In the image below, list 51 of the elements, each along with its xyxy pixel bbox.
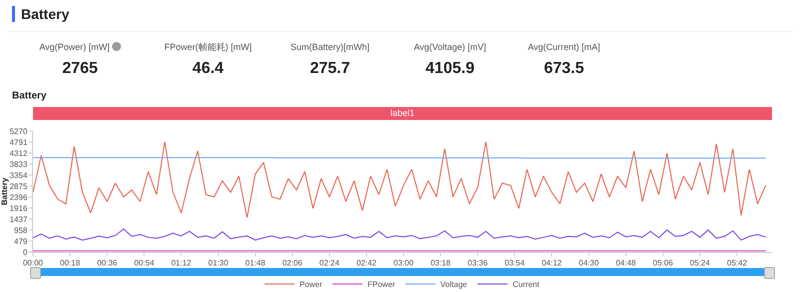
legend-label: FPower	[368, 280, 396, 290]
x-tick-label: 03:00	[394, 258, 414, 268]
x-tick-label: 03:18	[430, 258, 452, 268]
text: 2765	[61, 60, 99, 78]
x-tick-label: 03:54	[504, 258, 526, 268]
y-tick-label: 5270	[10, 126, 28, 136]
y-axis-title: Battery	[0, 177, 9, 206]
x-tick-label: 03:36	[468, 258, 488, 268]
chart-title: Battery	[12, 90, 47, 102]
y-tick-label: 4312	[10, 148, 28, 158]
text: Sum(Battery)[mWh]	[289, 41, 370, 53]
text: Battery	[12, 6, 70, 22]
x-tick-label: 02:06	[282, 258, 303, 268]
y-tick-label: 2396	[10, 192, 28, 202]
x-tick-label: 02:42	[356, 258, 378, 268]
x-tick-label: 05:42	[726, 258, 748, 268]
y-tick-label: 1916	[10, 204, 28, 213]
y-tick-label: 479	[14, 236, 28, 246]
x-tick-label: 04:30	[578, 258, 600, 268]
x-tick-label: 05:24	[690, 258, 711, 268]
text: FPower(帧能耗) [mW]	[163, 41, 253, 53]
line-series	[33, 228, 766, 241]
legend-label: Voltage	[440, 280, 468, 290]
x-tick-label: 05:06	[652, 258, 674, 268]
text: Avg(Voltage) [mV]	[412, 41, 488, 53]
text: 4105.9	[424, 60, 476, 78]
x-tick-label: 01:30	[208, 258, 229, 268]
y-tick-label: 958	[14, 226, 28, 235]
x-tick-label: 00:36	[97, 258, 118, 268]
text: 46.4	[191, 60, 225, 78]
line-series	[33, 141, 766, 218]
x-tick-label: 01:48	[245, 258, 266, 268]
text: Avg(Power) [mW]	[38, 41, 111, 53]
text: 275.7	[308, 60, 352, 78]
y-tick-label: 2875	[10, 182, 28, 191]
x-tick-label: 00:00	[22, 258, 44, 268]
text: Avg(Current) [mA]	[526, 41, 602, 53]
x-tick-label: 00:18	[60, 258, 81, 268]
legend-label: Power	[300, 280, 323, 290]
x-tick-label: 04:48	[616, 258, 636, 268]
legend-label: Current	[512, 280, 540, 290]
y-tick-label: 4791	[10, 138, 28, 147]
x-tick-label: 01:12	[171, 258, 192, 268]
y-tick-label: 0	[22, 248, 28, 257]
x-tick-label: 00:54	[134, 258, 155, 268]
y-tick-label: 3833	[10, 160, 28, 169]
text: 673.5	[542, 60, 586, 78]
x-tick-label: 04:12	[542, 258, 562, 268]
x-tick-label: 02:24	[319, 258, 340, 268]
y-tick-label: 3354	[10, 170, 28, 180]
y-tick-label: 1437	[10, 214, 28, 224]
